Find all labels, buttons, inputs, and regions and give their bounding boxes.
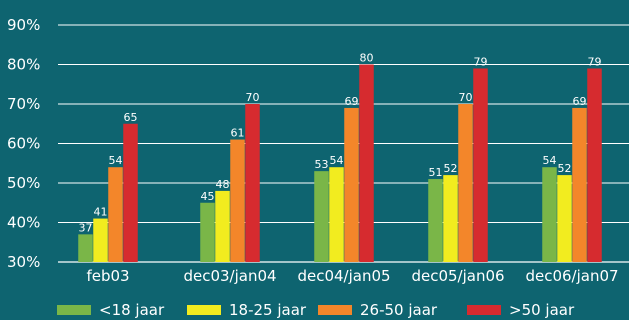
bar xyxy=(314,171,329,262)
data-label: 79 xyxy=(588,55,602,68)
bar xyxy=(572,107,587,262)
bar xyxy=(344,107,359,262)
bar xyxy=(245,104,260,262)
data-label: 69 xyxy=(573,95,587,108)
y-tick-label: 80% xyxy=(7,56,40,74)
x-tick-label: dec05/jan06 xyxy=(411,267,504,285)
data-label: 53 xyxy=(315,158,329,171)
data-label: 37 xyxy=(79,221,93,234)
y-tick-label: 70% xyxy=(7,95,40,113)
data-label: 54 xyxy=(109,154,123,167)
gridlines xyxy=(58,24,629,263)
legend-swatch xyxy=(467,305,501,315)
y-tick-label: 50% xyxy=(7,174,40,192)
data-label: 80 xyxy=(360,52,374,65)
legend-swatch xyxy=(187,305,221,315)
bar xyxy=(230,139,245,262)
legend-label: >50 jaar xyxy=(509,301,575,319)
bar xyxy=(215,190,230,262)
bar xyxy=(123,123,138,262)
legend-label: 18-25 jaar xyxy=(229,301,307,319)
data-label: 48 xyxy=(216,178,230,191)
bar xyxy=(200,202,215,262)
legend-swatch xyxy=(57,305,91,315)
bar xyxy=(428,179,443,262)
bar xyxy=(93,218,108,262)
bar xyxy=(443,175,458,262)
bars xyxy=(78,64,602,262)
bar xyxy=(458,104,473,262)
data-label: 52 xyxy=(558,162,572,175)
data-label: 70 xyxy=(246,91,260,104)
y-tick-label: 90% xyxy=(7,16,40,34)
x-axis: feb03 dec03/jan04 dec04/jan05 dec05/jan06 de… xyxy=(86,267,618,285)
x-tick-label: dec04/jan05 xyxy=(297,267,390,285)
bar xyxy=(78,234,93,262)
legend-swatch xyxy=(318,305,352,315)
data-label: 79 xyxy=(474,55,488,68)
data-label: 54 xyxy=(543,154,557,167)
data-label: 61 xyxy=(231,127,245,140)
x-tick-label: dec03/jan04 xyxy=(183,267,276,285)
y-axis: 30% 40% 50% 60% 70% 80% 90% xyxy=(7,16,40,271)
legend: <18 jaar 18-25 jaar 26-50 jaar >50 jaar xyxy=(57,301,575,319)
data-label: 65 xyxy=(124,111,138,124)
bar xyxy=(557,175,572,262)
bar xyxy=(359,64,374,262)
bar xyxy=(542,167,557,262)
bar xyxy=(329,167,344,262)
x-tick-label: feb03 xyxy=(86,267,129,285)
bar xyxy=(587,68,602,262)
y-tick-label: 30% xyxy=(7,253,40,271)
data-label: 70 xyxy=(459,91,473,104)
bar xyxy=(473,68,488,262)
legend-label: <18 jaar xyxy=(99,301,165,319)
y-tick-label: 40% xyxy=(7,214,40,232)
data-label: 51 xyxy=(429,166,443,179)
data-label: 69 xyxy=(345,95,359,108)
data-label: 54 xyxy=(330,154,344,167)
y-tick-label: 60% xyxy=(7,135,40,153)
legend-label: 26-50 jaar xyxy=(360,301,438,319)
bar xyxy=(108,167,123,262)
x-tick-label: dec06/jan07 xyxy=(525,267,618,285)
data-label: 45 xyxy=(201,190,215,203)
data-label: 41 xyxy=(94,206,108,219)
data-label: 52 xyxy=(444,162,458,175)
